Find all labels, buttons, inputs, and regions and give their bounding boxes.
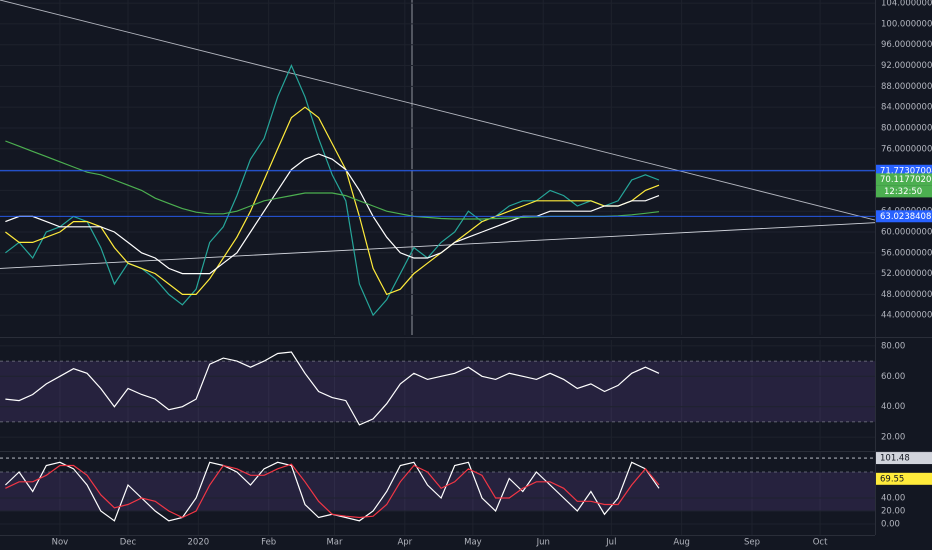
countdown: 12:32:50	[884, 187, 922, 197]
x-tick-label: Feb	[261, 538, 276, 548]
y-tick-label: 88.00000000	[881, 82, 932, 92]
x-tick-label: Jun	[536, 538, 550, 548]
y-tick-label: 76.00000000	[881, 144, 932, 154]
y-tick-label: 56.00000000	[881, 248, 932, 258]
y-tick-label: 84.00000000	[881, 103, 932, 113]
price-label-box	[876, 173, 932, 186]
y-tick-label: 80.00	[881, 341, 905, 351]
series-line	[5, 63, 660, 317]
series-line	[5, 351, 660, 426]
price-label-box	[876, 452, 932, 465]
band	[0, 472, 875, 512]
price-label: 101.48	[880, 454, 910, 464]
y-tick-label: 40.00	[881, 494, 905, 504]
series-line	[5, 463, 660, 519]
price-label-box	[876, 210, 932, 223]
countdown-box	[876, 185, 932, 198]
y-tick-label: 20.00	[881, 433, 905, 443]
price-label: 69.55	[880, 474, 904, 484]
trendline	[0, 0, 876, 221]
x-tick-label: Mar	[326, 538, 343, 548]
trendline	[0, 222, 876, 269]
x-tick-label: Oct	[813, 538, 828, 548]
y-tick-label: 60.00000000	[881, 228, 932, 238]
x-tick-label: Dec	[120, 538, 137, 548]
x-tick-label: Aug	[673, 538, 690, 548]
series-line	[5, 153, 660, 275]
x-tick-label: Sep	[744, 538, 760, 548]
y-tick-label: 96.00000000	[881, 40, 932, 50]
x-tick-label: 2020	[188, 538, 210, 548]
y-tick-label: 80.00000000	[881, 123, 932, 133]
y-tick-label: 60.00	[881, 372, 905, 382]
x-tick-label: Nov	[52, 538, 69, 548]
y-tick-label: 48.00000000	[881, 290, 932, 300]
price-label: 70.11770200	[880, 175, 932, 185]
y-tick-label: 40.00	[881, 402, 905, 412]
y-tick-label: 20.00	[881, 507, 905, 517]
y-tick-label: 104.00000000	[881, 0, 932, 9]
y-tick-label: 52.00000000	[881, 269, 932, 279]
y-tick-label: 100.00000000	[881, 19, 932, 29]
y-tick-label: 92.00000000	[881, 61, 932, 71]
x-tick-label: Apr	[397, 538, 412, 548]
price-label: 71.77307004	[880, 166, 932, 176]
x-tick-label: May	[464, 538, 482, 548]
series-line	[5, 106, 660, 296]
band	[0, 361, 875, 422]
y-tick-label: 0.00	[881, 520, 900, 530]
price-label: 63.02384087	[880, 212, 932, 222]
price-label-box	[876, 472, 932, 485]
x-tick-label: Jul	[605, 538, 616, 548]
y-tick-label: 44.00000000	[881, 311, 932, 321]
